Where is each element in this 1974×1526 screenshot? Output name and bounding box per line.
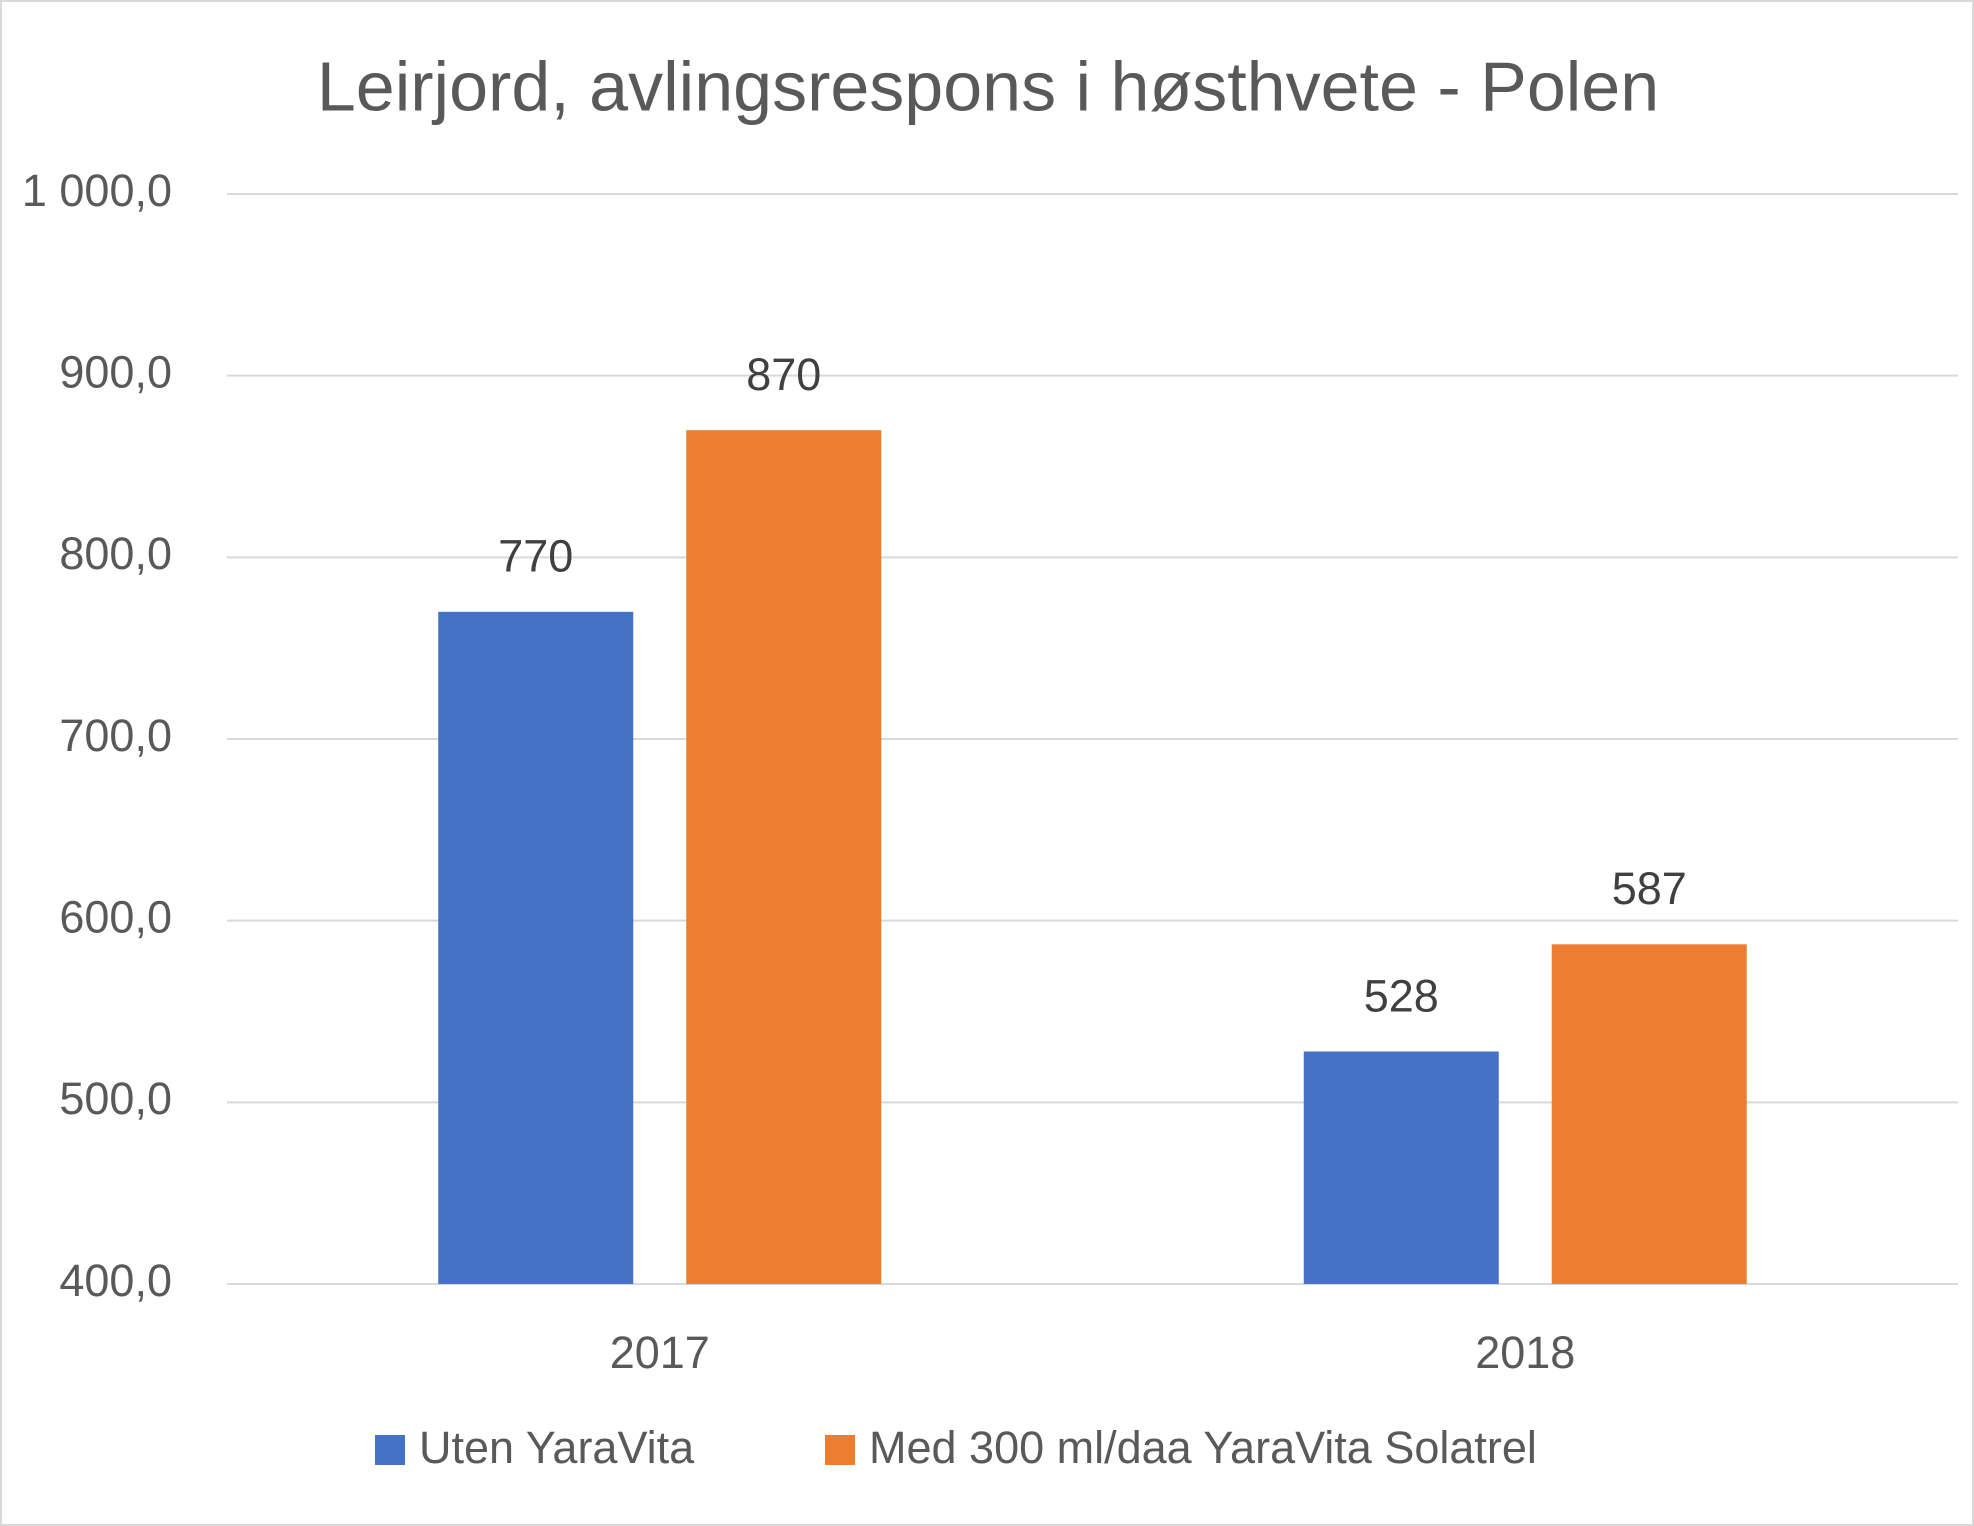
y-tick-label: 400,0 [59, 1255, 172, 1306]
data-label: 870 [746, 349, 821, 400]
legend-swatch [375, 1435, 405, 1465]
y-tick-label: 500,0 [59, 1073, 172, 1124]
data-label: 587 [1612, 863, 1687, 914]
chart-title: Leirjord, avlingsrespons i høsthvete - P… [317, 47, 1659, 125]
y-tick-label: 1 000,0 [22, 165, 172, 216]
y-tick-label: 800,0 [59, 528, 172, 579]
bar [1551, 944, 1747, 1284]
data-label: 528 [1364, 970, 1439, 1021]
bar [1303, 1051, 1499, 1284]
data-label: 770 [498, 531, 573, 582]
bar [686, 430, 882, 1285]
x-tick-label: 2018 [1475, 1327, 1575, 1378]
y-tick-label: 600,0 [59, 892, 172, 943]
legend-label: Med 300 ml/daa YaraVita Solatrel [869, 1422, 1537, 1473]
y-tick-label: 700,0 [59, 710, 172, 761]
y-tick-label: 900,0 [59, 347, 172, 398]
bar [438, 611, 634, 1284]
legend-swatch [825, 1435, 855, 1465]
legend-label: Uten YaraVita [419, 1422, 695, 1473]
x-tick-label: 2017 [610, 1327, 710, 1378]
